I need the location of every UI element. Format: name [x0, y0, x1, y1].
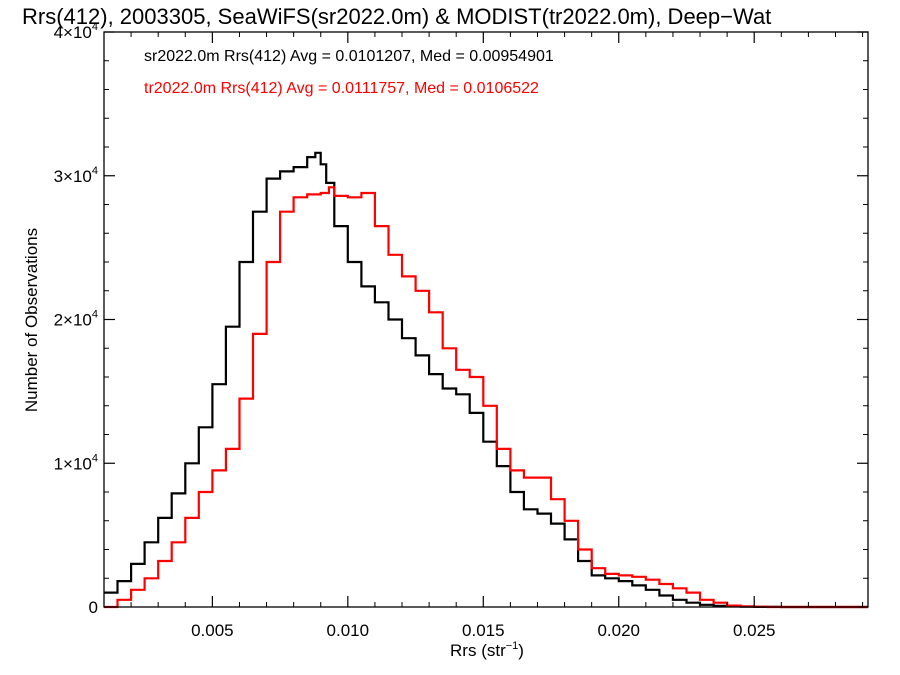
stats-line-black: sr2022.0m Rrs(412) Avg = 0.0101207, Med … [144, 48, 554, 65]
x-axis-label-tail: ) [518, 641, 524, 660]
series-layer [104, 151, 868, 609]
y-tick-label-base: 3×10 [54, 167, 92, 186]
x-axis-label-sup: −1 [506, 640, 519, 652]
y-tick-label-base: 2×10 [54, 311, 92, 330]
y-tick-label-exponent: 4 [92, 452, 98, 464]
y-tick-label-base: 4×10 [54, 23, 92, 42]
x-tick-label: 0.010 [327, 621, 370, 640]
series-line-0 [104, 151, 868, 609]
y-tick-label: 1×104 [54, 452, 98, 473]
x-axis-label: Rrs (str−1) [450, 640, 524, 660]
y-tick-label: 4×104 [54, 21, 98, 42]
y-axis-label: Number of Observations [22, 228, 41, 412]
y-tick-label-exponent: 4 [92, 165, 98, 177]
axes-layer: 0.005 0.010 0.015 0.020 0.02501×1042×1043×10… [54, 21, 869, 640]
chart-title: Rrs(412), 2003305, SeaWiFS(sr2022.0m) & … [22, 4, 771, 29]
y-tick-label: 3×104 [54, 165, 98, 186]
y-tick-label-base: 1×10 [54, 454, 92, 473]
stats-line-red: tr2022.0m Rrs(412) Avg = 0.0111757, Med … [144, 80, 539, 97]
series-line-1 [104, 186, 868, 609]
y-tick-label-exponent: 4 [92, 309, 98, 321]
y-tick-label: 0 [89, 598, 98, 617]
x-tick-label: 0.025 [733, 621, 776, 640]
x-tick-label: 0.015 [462, 621, 505, 640]
y-tick-label-base: 0 [89, 598, 98, 617]
x-tick-label: 0.005 [191, 621, 234, 640]
x-tick-label: 0.020 [597, 621, 640, 640]
y-tick-label-exponent: 4 [92, 21, 98, 33]
y-tick-label: 2×104 [54, 309, 98, 330]
x-axis-label-base: Rrs (str [450, 641, 506, 660]
